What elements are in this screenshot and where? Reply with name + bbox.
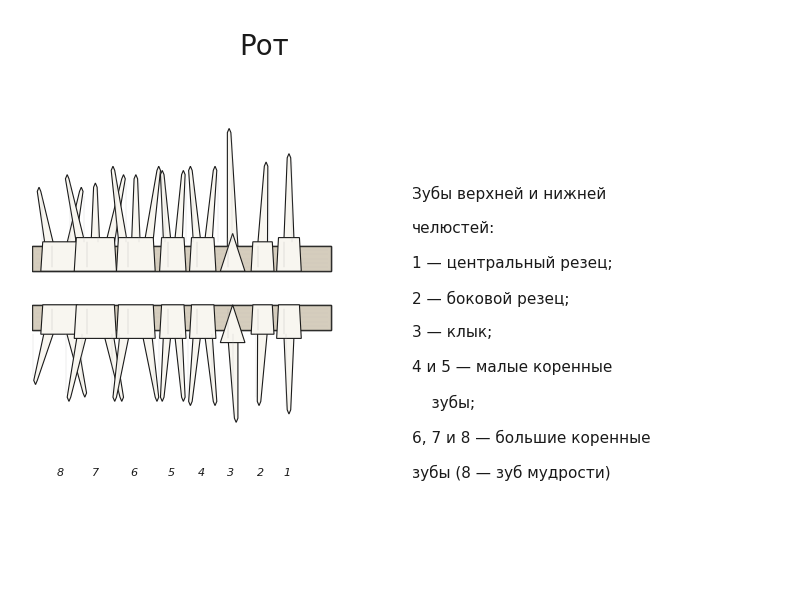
- Text: 7: 7: [92, 468, 99, 478]
- Polygon shape: [227, 128, 238, 246]
- Text: 2 — боковой резец;: 2 — боковой резец;: [412, 290, 570, 307]
- Polygon shape: [190, 305, 216, 338]
- Polygon shape: [277, 238, 302, 271]
- Polygon shape: [284, 154, 294, 246]
- Polygon shape: [38, 187, 54, 246]
- Text: 8: 8: [57, 468, 64, 478]
- Polygon shape: [102, 330, 123, 401]
- Polygon shape: [284, 330, 294, 414]
- Polygon shape: [161, 330, 171, 401]
- Text: 1: 1: [284, 468, 290, 478]
- Text: зубы;: зубы;: [412, 395, 475, 411]
- Text: 2: 2: [258, 468, 264, 478]
- Polygon shape: [190, 238, 216, 271]
- Polygon shape: [66, 187, 83, 246]
- Text: 3 — клык;: 3 — клык;: [412, 325, 492, 340]
- Text: 4: 4: [198, 468, 205, 478]
- Polygon shape: [160, 305, 186, 338]
- Polygon shape: [258, 162, 268, 246]
- Polygon shape: [74, 305, 117, 338]
- Text: 1 — центральный резец;: 1 — центральный резец;: [412, 256, 613, 271]
- Polygon shape: [204, 330, 217, 406]
- Polygon shape: [189, 330, 202, 406]
- Polygon shape: [258, 330, 267, 406]
- Polygon shape: [144, 166, 161, 246]
- Text: 4 и 5 — малые коренные: 4 и 5 — малые коренные: [412, 360, 612, 375]
- Polygon shape: [220, 233, 245, 271]
- Polygon shape: [91, 183, 100, 246]
- Polygon shape: [117, 238, 155, 271]
- Text: 3: 3: [227, 468, 234, 478]
- Polygon shape: [174, 330, 185, 401]
- Polygon shape: [32, 305, 331, 330]
- Text: Зубы верхней и нижней: Зубы верхней и нижней: [412, 186, 606, 202]
- Polygon shape: [227, 330, 238, 422]
- Polygon shape: [204, 166, 217, 246]
- Polygon shape: [160, 238, 186, 271]
- Polygon shape: [74, 238, 117, 271]
- Text: зубы (8 — зуб мудрости): зубы (8 — зуб мудрости): [412, 464, 610, 481]
- Polygon shape: [113, 330, 130, 401]
- Text: Рот: Рот: [239, 33, 289, 61]
- Text: 6, 7 и 8 — большие коренные: 6, 7 и 8 — большие коренные: [412, 430, 650, 446]
- Polygon shape: [105, 175, 126, 246]
- Polygon shape: [174, 170, 185, 246]
- Polygon shape: [220, 305, 245, 343]
- Polygon shape: [32, 246, 331, 271]
- Polygon shape: [34, 330, 54, 385]
- Polygon shape: [32, 305, 331, 330]
- Polygon shape: [131, 175, 140, 246]
- Polygon shape: [251, 305, 274, 334]
- Text: челюстей:: челюстей:: [412, 221, 495, 236]
- Polygon shape: [277, 305, 302, 338]
- Polygon shape: [32, 246, 331, 271]
- Text: 5: 5: [167, 468, 174, 478]
- Polygon shape: [66, 175, 86, 246]
- Polygon shape: [67, 330, 88, 401]
- Polygon shape: [111, 166, 128, 246]
- Text: 6: 6: [130, 468, 138, 478]
- Polygon shape: [41, 305, 79, 334]
- Polygon shape: [161, 170, 171, 246]
- Polygon shape: [189, 166, 202, 246]
- Polygon shape: [251, 242, 274, 271]
- Polygon shape: [66, 330, 86, 397]
- Polygon shape: [142, 330, 158, 401]
- Polygon shape: [117, 305, 155, 338]
- Polygon shape: [41, 242, 79, 271]
